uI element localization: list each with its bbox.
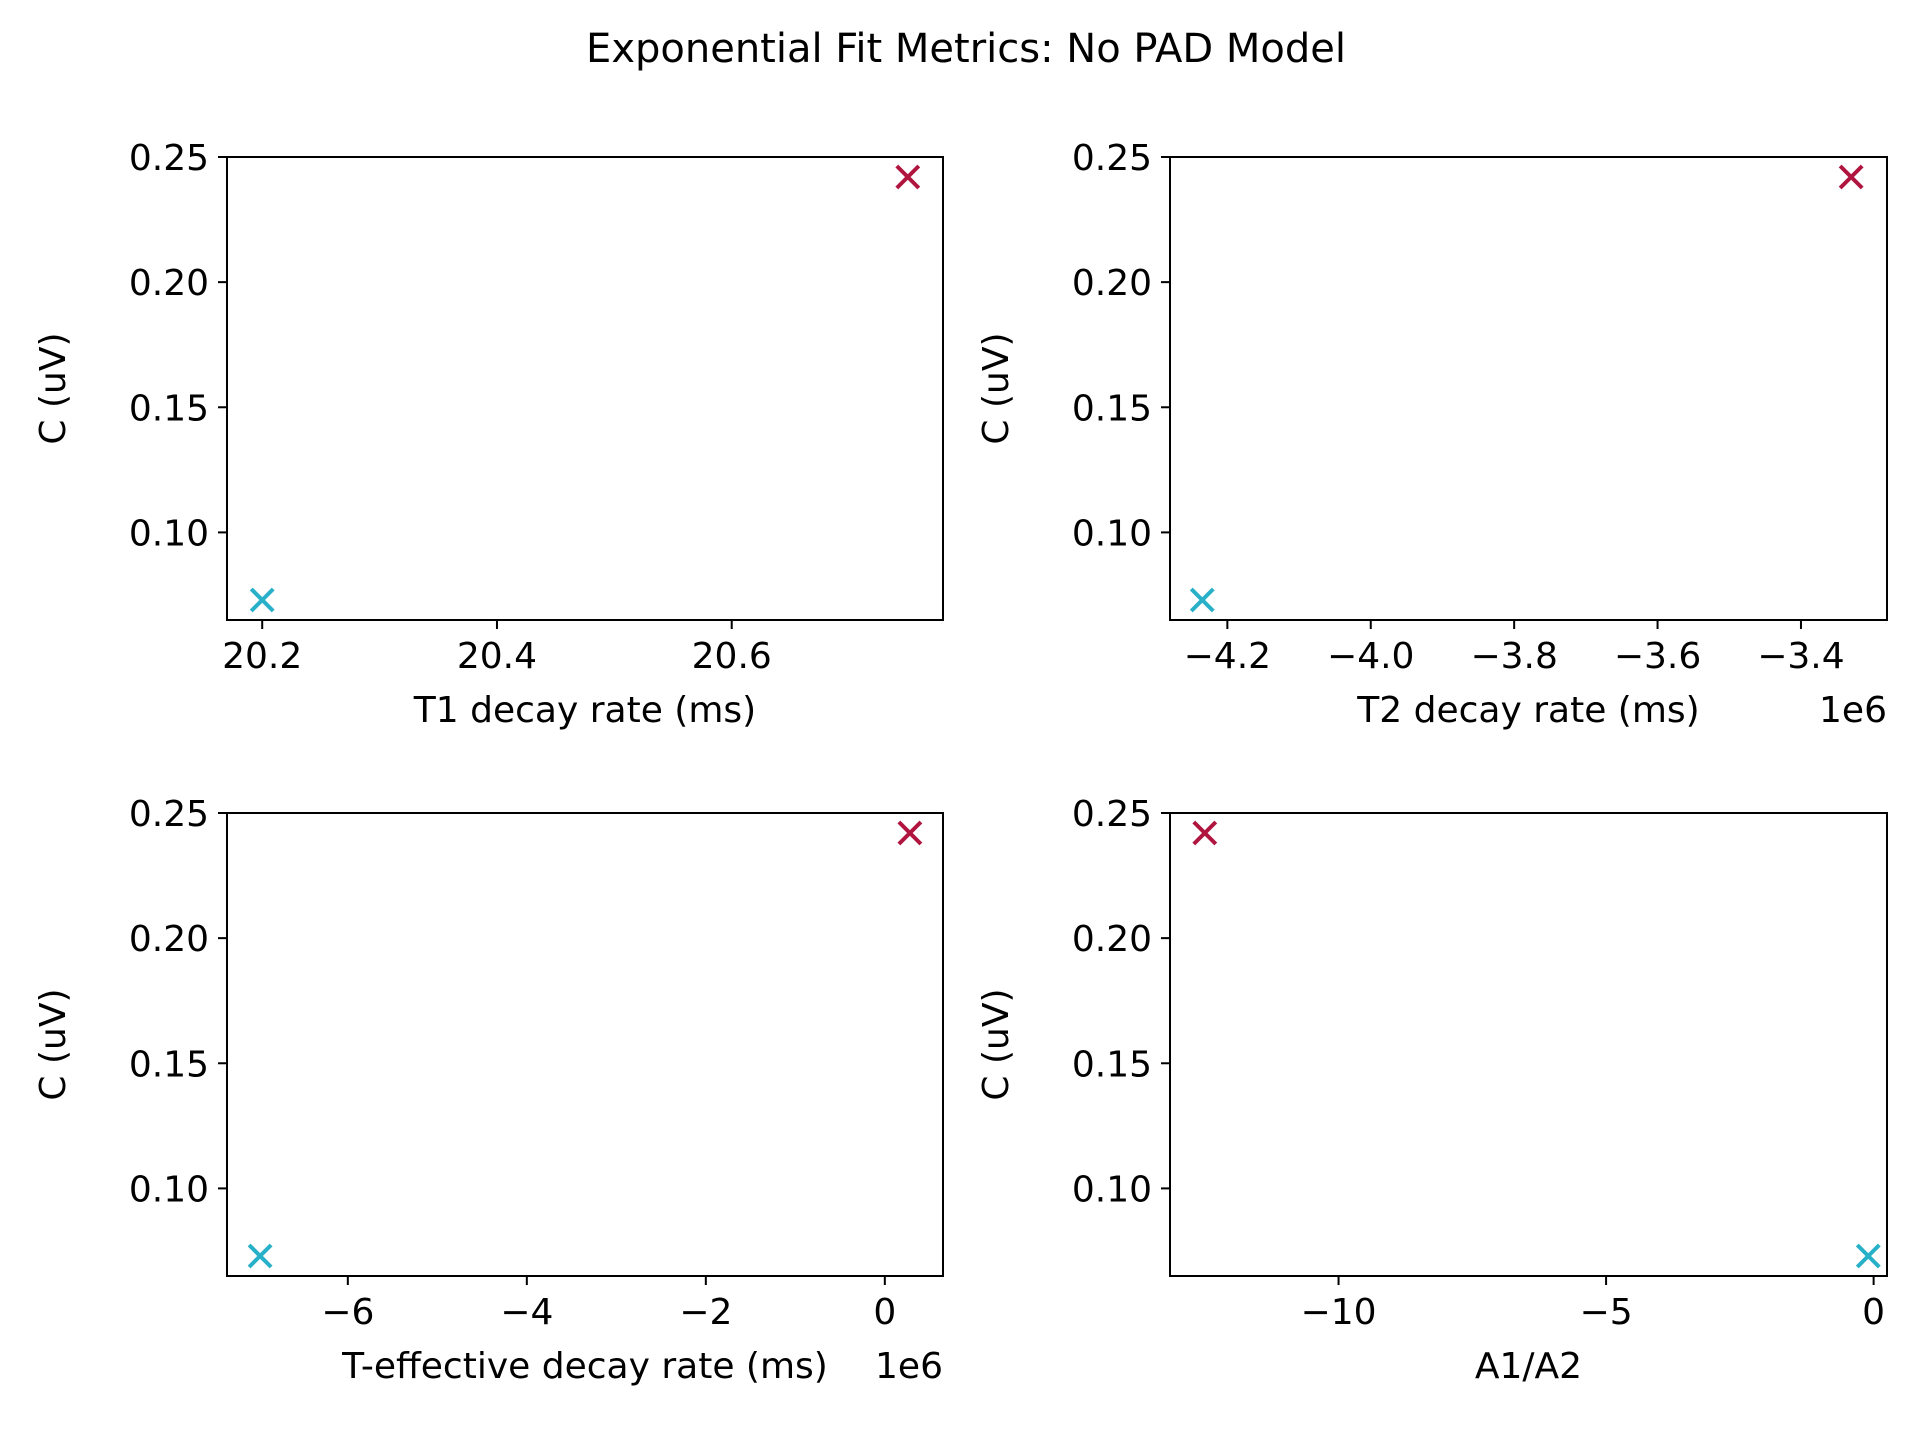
subplot-t1: 20.2 20.4 20.6 0.10 0.15 0.20 0.25 T1 decay rat…	[33, 138, 944, 731]
x-tick-label: −5	[1580, 1292, 1633, 1333]
y-axis-label: C (uV)	[33, 988, 74, 1100]
data-point	[1192, 820, 1218, 846]
y-tick-label: 0.15	[1072, 1044, 1152, 1085]
y-tick-label: 0.20	[1072, 919, 1152, 960]
y-axis-label: C (uV)	[976, 332, 1017, 444]
x-tick-label: −3.8	[1470, 636, 1557, 677]
data-point	[247, 1243, 273, 1269]
y-tick-label: 0.25	[1072, 794, 1152, 835]
y-tick-label: 0.10	[1072, 513, 1152, 554]
x-tick-label: −6	[321, 1292, 374, 1333]
subplot-a1-a2: −10 −5 0 0.10 0.15 0.20 0.25 A1/A2 C (uV)	[976, 794, 1888, 1387]
x-offset-label: 1e6	[1819, 690, 1887, 731]
x-tick-label: −4.2	[1184, 636, 1271, 677]
x-axis-label: T-effective decay rate (ms)	[341, 1346, 828, 1387]
x-tick-label: −2	[679, 1292, 732, 1333]
y-tick-label: 0.15	[129, 1044, 209, 1085]
y-tick-label: 0.15	[129, 388, 209, 429]
x-tick-label: −3.4	[1757, 636, 1844, 677]
plot-frame-t2	[1169, 156, 1888, 621]
x-axis-label: A1/A2	[1475, 1346, 1582, 1387]
y-tick-label: 0.10	[129, 513, 209, 554]
x-offset-label: 1e6	[875, 1346, 943, 1387]
subplot-grid: 20.2 20.4 20.6 0.10 0.15 0.20 0.25 T1 decay rat…	[33, 138, 1888, 1387]
y-tick-label: 0.25	[129, 794, 209, 835]
x-tick-label: −3.6	[1614, 636, 1701, 677]
subplot-t-effective: −6 −4 −2 0 0.10 0.15 0.20 0.25 T-effective decay…	[33, 794, 944, 1387]
x-tick-label: −4.0	[1327, 636, 1414, 677]
y-tick-label: 0.25	[129, 138, 209, 179]
x-tick-label: 0	[873, 1292, 896, 1333]
y-tick-label: 0.10	[1072, 1169, 1152, 1210]
subplot-t2: −4.2 −4.0 −3.8 −3.6 −3.4 0.10 0.15 0.20 0.25 T2 d…	[976, 138, 1888, 731]
x-tick-label: 20.2	[222, 636, 302, 677]
figure-title: Exponential Fit Metrics: No PAD Model	[586, 26, 1346, 72]
y-tick-label: 0.15	[1072, 388, 1152, 429]
x-axis-label: T2 decay rate (ms)	[1356, 690, 1699, 731]
x-tick-label: 0	[1862, 1292, 1885, 1333]
plot-frame-a1-a2	[1169, 812, 1888, 1277]
y-tick-label: 0.20	[1072, 263, 1152, 304]
y-tick-label: 0.20	[129, 263, 209, 304]
data-point	[1189, 587, 1215, 613]
plot-frame-t-effective	[226, 812, 944, 1277]
data-point	[1855, 1243, 1881, 1269]
data-point	[897, 820, 923, 846]
data-point	[895, 164, 921, 190]
x-tick-label: 20.6	[692, 636, 772, 677]
y-tick-label: 0.20	[129, 919, 209, 960]
x-tick-label: −10	[1301, 1292, 1377, 1333]
y-tick-label: 0.10	[129, 1169, 209, 1210]
y-tick-label: 0.25	[1072, 138, 1152, 179]
x-axis-label: T1 decay rate (ms)	[413, 690, 756, 731]
x-tick-label: 20.4	[457, 636, 537, 677]
data-point	[249, 587, 275, 613]
y-axis-label: C (uV)	[976, 988, 1017, 1100]
y-axis-label: C (uV)	[33, 332, 74, 444]
plot-frame-t1	[226, 156, 944, 621]
x-tick-label: −4	[500, 1292, 553, 1333]
data-point	[1838, 164, 1864, 190]
